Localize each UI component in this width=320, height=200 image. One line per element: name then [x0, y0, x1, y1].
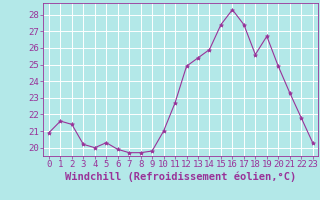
X-axis label: Windchill (Refroidissement éolien,°C): Windchill (Refroidissement éolien,°C) [65, 172, 296, 182]
